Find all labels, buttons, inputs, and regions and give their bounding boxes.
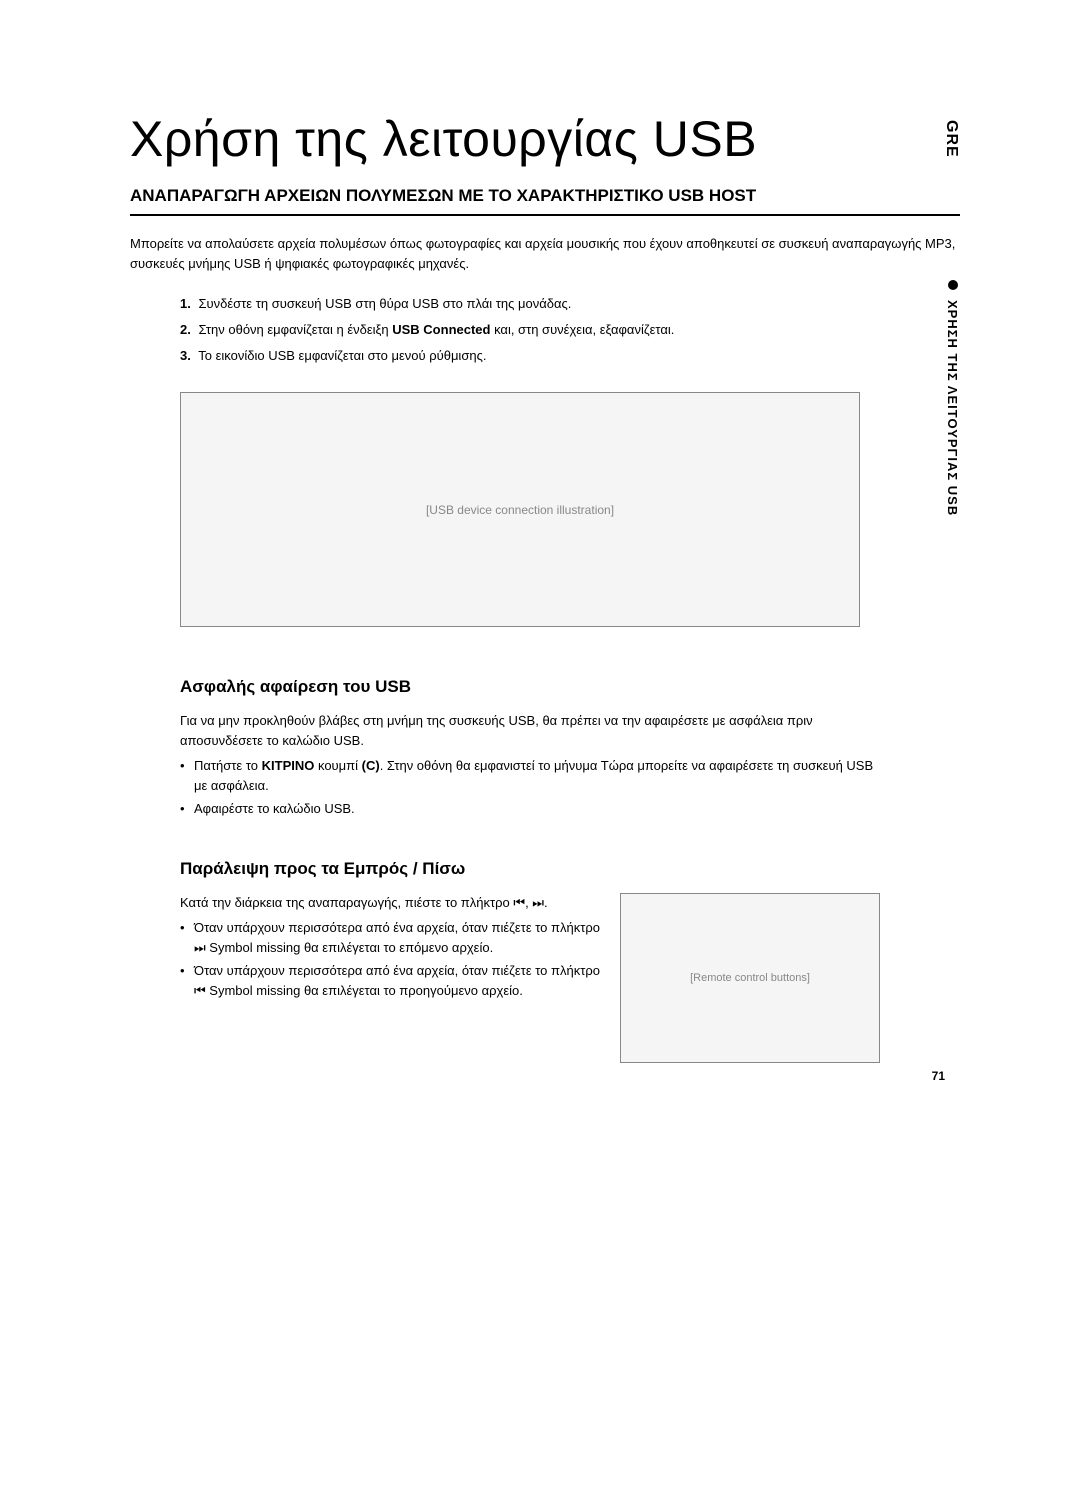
step-bold: USB Connected: [392, 322, 490, 337]
bullet-item: Όταν υπάρχουν περισσότερα από ένα αρχεία…: [180, 961, 600, 1000]
step-number: 3.: [180, 348, 191, 363]
bullet-text: Πατήστε το: [194, 758, 262, 773]
step-item: 1. Συνδέστε τη συσκευή USB στη θύρα USB …: [180, 293, 880, 315]
step-text: Το εικονίδιο USB εμφανίζεται στο μενού ρ…: [198, 348, 486, 363]
skip-intro: Κατά την διάρκεια της αναπαραγωγής, πιέσ…: [180, 893, 600, 913]
safe-remove-bullets: Πατήστε το ΚΙΤΡΙΝΟ κουμπί (C). Στην οθόν…: [180, 756, 880, 819]
step-item: 3. Το εικονίδιο USB εμφανίζεται στο μενο…: [180, 345, 880, 367]
side-section-label: ΧΡΗΣΗ ΤΗΣ ΛΕΙΤΟΥΡΓΙΑΣ USB: [945, 300, 960, 516]
bullet-text: κουμπί: [314, 758, 361, 773]
bullet-item: Αφαιρέστε το καλώδιο USB.: [180, 799, 880, 819]
page-container: GRE ΧΡΗΣΗ ΤΗΣ ΛΕΙΤΟΥΡΓΙΑΣ USB Χρήση της …: [0, 0, 1080, 1123]
language-tab: GRE: [942, 120, 960, 158]
step-text: και, στη συνέχεια, εξαφανίζεται.: [490, 322, 674, 337]
step-item: 2. Στην οθόνη εμφανίζεται η ένδειξη USB …: [180, 319, 880, 341]
skip-section: Παράλειψη προς τα Εμπρός / Πίσω Κατά την…: [180, 859, 880, 1063]
bullet-item: Όταν υπάρχουν περισσότερα από ένα αρχεία…: [180, 918, 600, 957]
side-bullet: [948, 280, 958, 290]
step-text: Συνδέστε τη συσκευή USB στη θύρα USB στο…: [198, 296, 571, 311]
section-heading: ΑΝΑΠΑΡΑΓΩΓΗ ΑΡΧΕΙΩΝ ΠΟΛΥΜΕΣΩΝ ΜΕ ΤΟ ΧΑΡΑ…: [130, 186, 960, 216]
intro-paragraph: Μπορείτε να απολαύσετε αρχεία πολυμέσων …: [130, 234, 960, 273]
main-title: Χρήση της λειτουργίας USB: [130, 110, 960, 168]
skip-heading: Παράλειψη προς τα Εμπρός / Πίσω: [180, 859, 880, 879]
content-block: 1. Συνδέστε τη συσκευή USB στη θύρα USB …: [130, 293, 960, 1063]
bullet-bold: (C): [362, 758, 380, 773]
step-number: 1.: [180, 296, 191, 311]
steps-list: 1. Συνδέστε τη συσκευή USB στη θύρα USB …: [180, 293, 880, 367]
bullet-bold: ΚΙΤΡΙΝΟ: [262, 758, 315, 773]
step-number: 2.: [180, 322, 191, 337]
safe-remove-heading: Ασφαλής αφαίρεση του USB: [180, 677, 880, 697]
skip-bullets: Όταν υπάρχουν περισσότερα από ένα αρχεία…: [180, 918, 600, 1000]
bullet-item: Πατήστε το ΚΙΤΡΙΝΟ κουμπί (C). Στην οθόν…: [180, 756, 880, 795]
usb-connection-illustration: [USB device connection illustration]: [180, 392, 860, 627]
safe-remove-intro: Για να μην προκληθούν βλάβες στη μνήμη τ…: [180, 711, 880, 750]
page-number: 71: [932, 1069, 945, 1083]
step-text: Στην οθόνη εμφανίζεται η ένδειξη: [198, 322, 392, 337]
safe-remove-section: Ασφαλής αφαίρεση του USB Για να μην προκ…: [180, 677, 880, 819]
remote-control-illustration: [Remote control buttons]: [620, 893, 880, 1063]
skip-text-block: Κατά την διάρκεια της αναπαραγωγής, πιέσ…: [180, 893, 600, 1005]
